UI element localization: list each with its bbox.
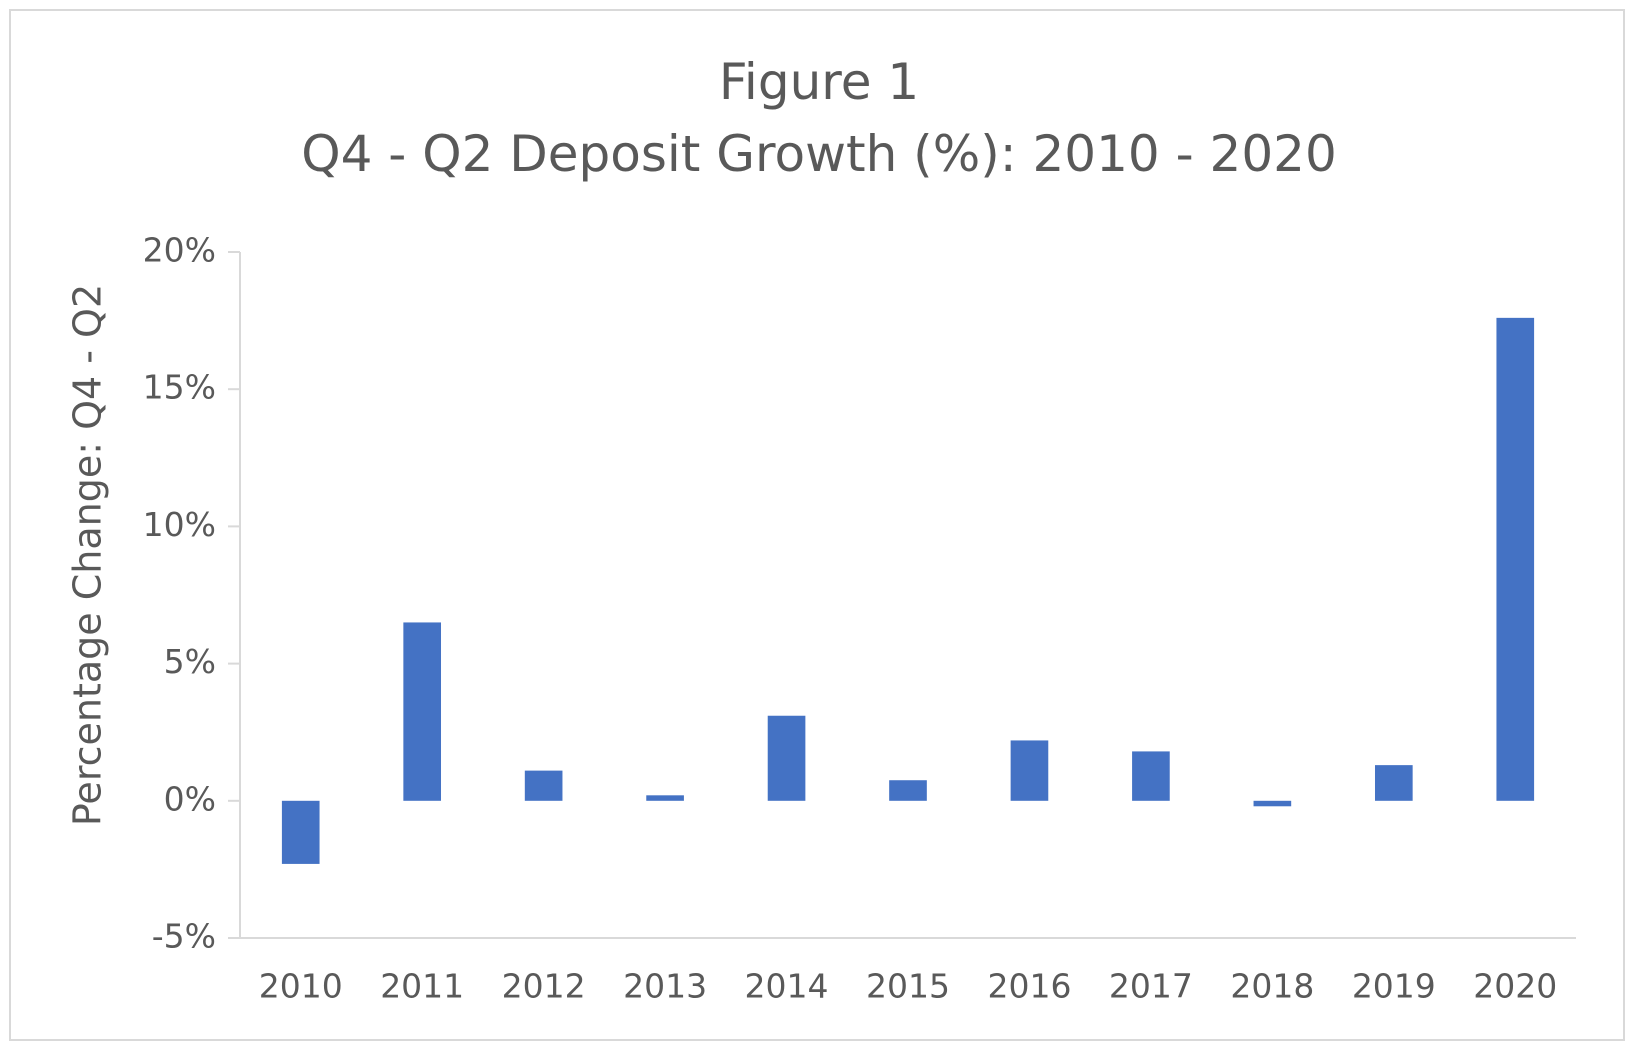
y-tick-label: 0% [164, 779, 216, 818]
x-tick-label: 2014 [745, 967, 829, 1006]
x-tick-label: 2012 [502, 967, 586, 1006]
chart-frame [9, 9, 1625, 1041]
bar-2013 [646, 795, 684, 801]
x-tick-label: 2018 [1230, 967, 1314, 1006]
bar-2011 [403, 622, 442, 801]
bar-2014 [767, 715, 806, 801]
x-tick-label: 2015 [866, 967, 950, 1006]
y-tick-labels: -5% 0% 5% 10% 15% 20% [143, 231, 216, 956]
x-tick-label: 2019 [1352, 967, 1436, 1006]
x-tick-label: 2010 [259, 967, 343, 1006]
x-tick-labels: 2010 2011 2012 2013 2014 2015 2016 2017 2018 2019… [259, 967, 1558, 1006]
y-tick-label: 5% [164, 642, 216, 681]
y-tick-label: -5% [152, 917, 216, 956]
bar-2018 [1253, 800, 1292, 807]
x-tick-label: 2013 [623, 967, 707, 1006]
y-tick-label: 10% [143, 505, 216, 544]
chart-title-figure: Figure 1 [718, 53, 920, 111]
bar-series [281, 317, 1535, 864]
y-tick-label: 15% [143, 368, 216, 407]
x-tick-label: 2011 [380, 967, 464, 1006]
bar-2019 [1374, 765, 1413, 801]
y-axis-title: Percentage Change: Q4 - Q2 [66, 284, 110, 826]
chart-title-main: Q4 - Q2 Deposit Growth (%): 2010 - 2020 [301, 125, 1337, 183]
bar-2020 [1496, 317, 1535, 801]
y-tick-label: 20% [143, 231, 216, 270]
x-tick-label: 2020 [1473, 967, 1557, 1006]
x-tick-label: 2016 [987, 967, 1071, 1006]
bar-2012 [524, 770, 563, 801]
bar-2016 [1010, 740, 1049, 801]
bar-2017 [1132, 751, 1170, 801]
bar-2015 [889, 780, 927, 801]
bar-2010 [281, 800, 320, 864]
x-tick-label: 2017 [1109, 967, 1193, 1006]
y-axis [228, 251, 241, 939]
